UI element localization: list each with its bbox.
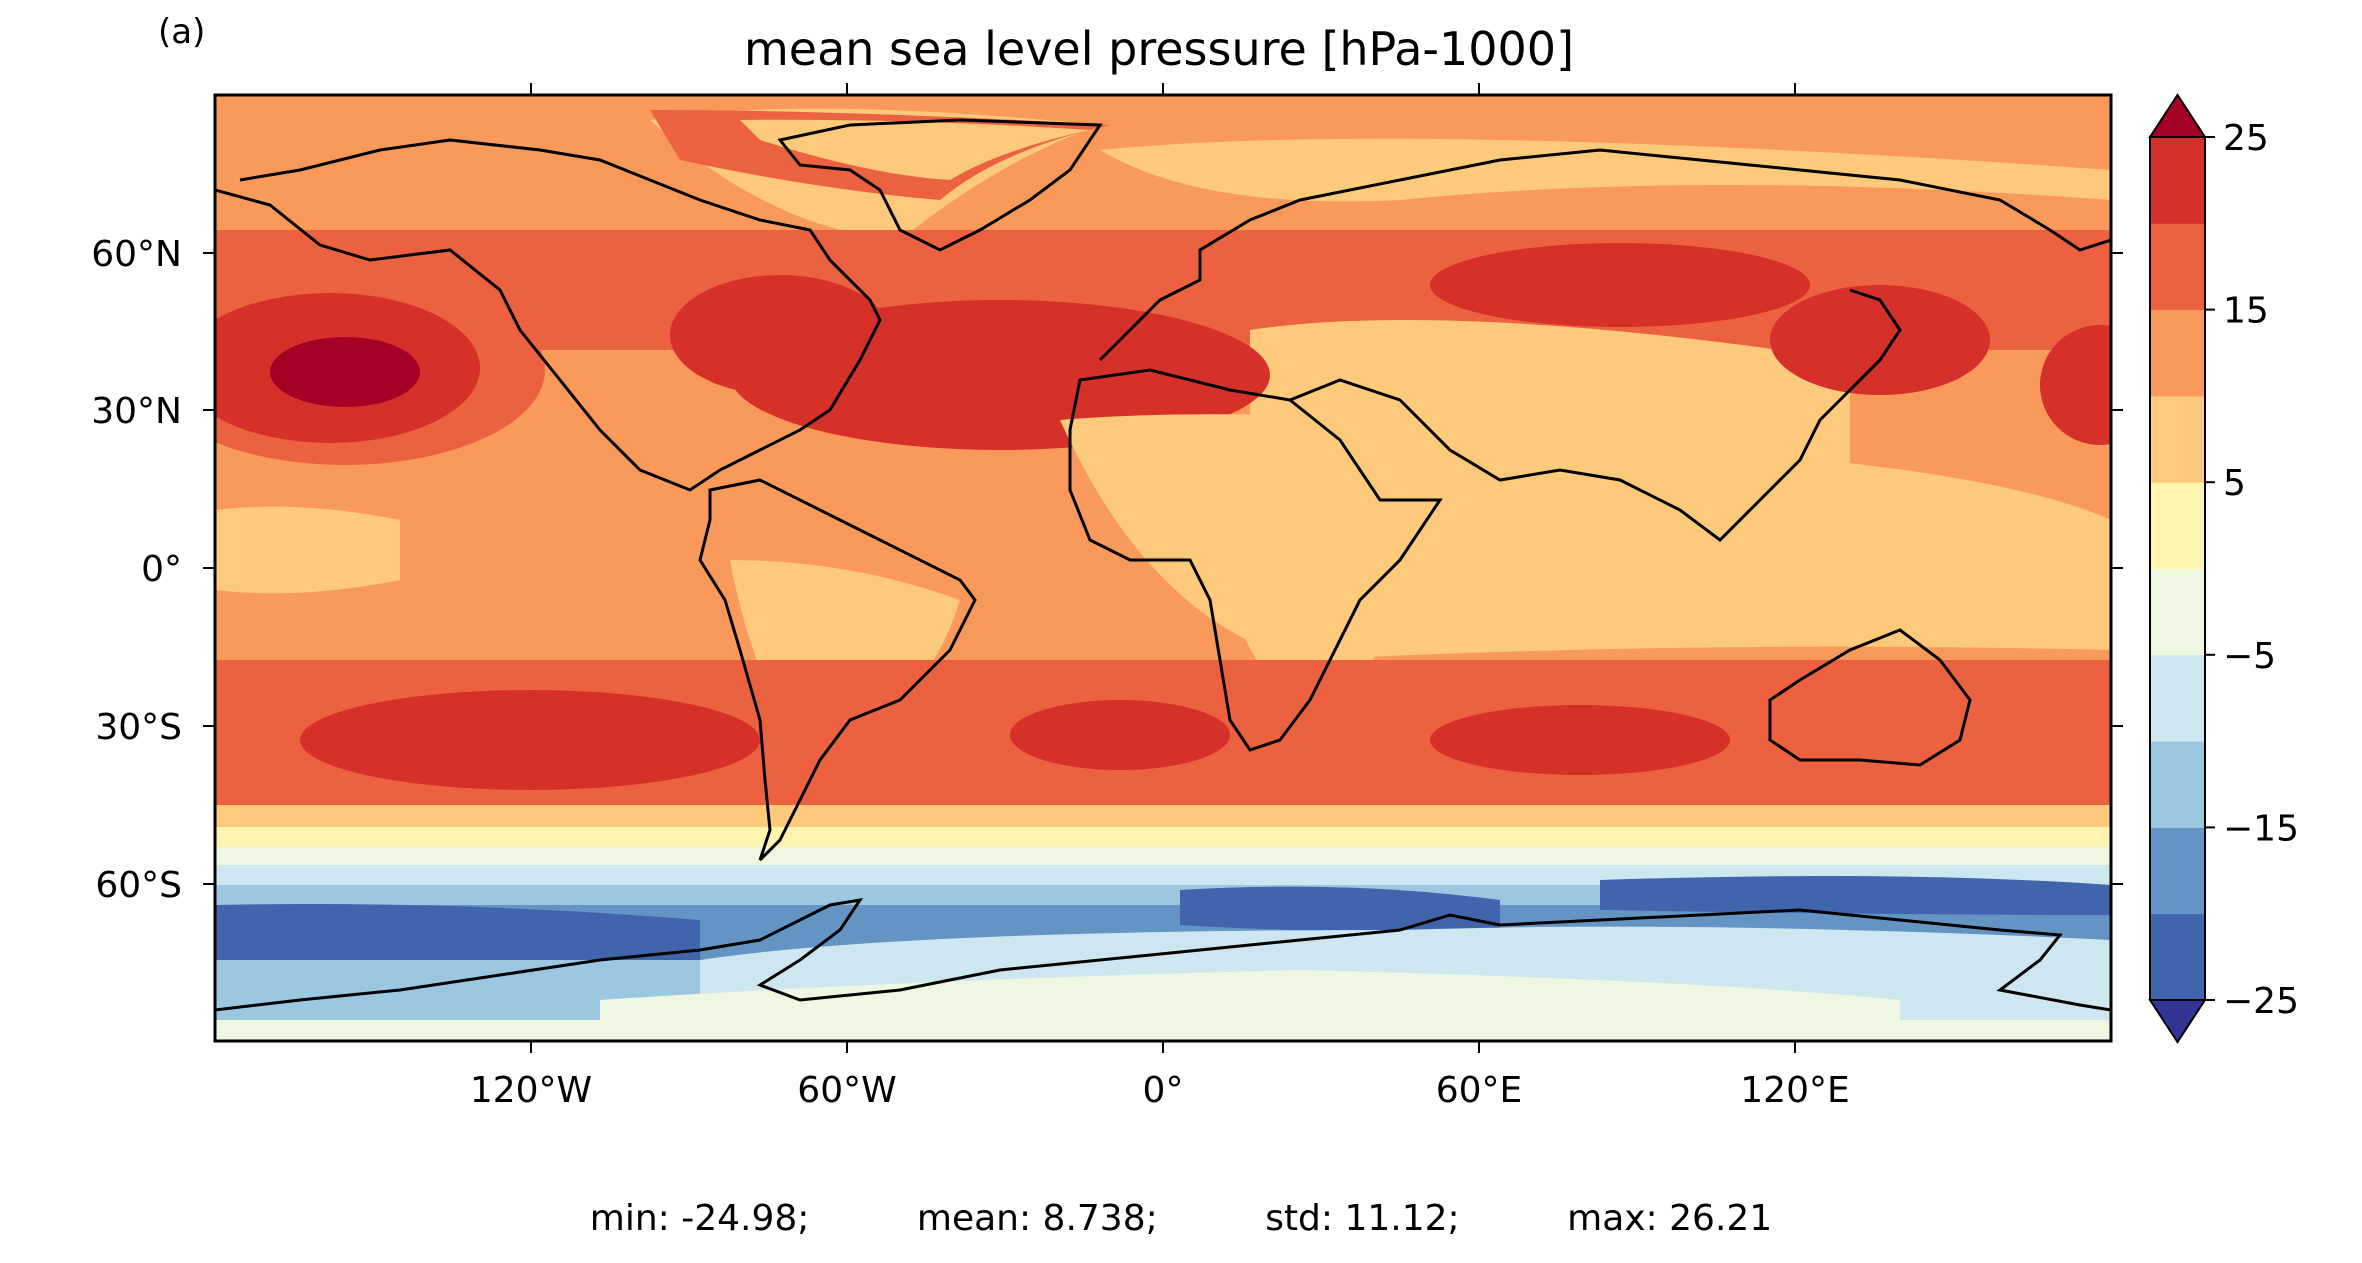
colorbar-tick-label: 15: [2223, 291, 2269, 332]
stat-min: min: -24.98;: [589, 1198, 810, 1239]
colorbar-tick-label: −25: [2223, 981, 2299, 1022]
lon-tick-120w: 120°W: [470, 1070, 592, 1111]
latitude-axis: [203, 252, 2123, 885]
colorbar-tick-label: −5: [2223, 636, 2276, 677]
colorbar-extend-min: [2148, 999, 2207, 1044]
colorbar-segment: [2150, 223, 2205, 311]
lon-tick-60e: 60°E: [1436, 1070, 1523, 1111]
colorbar-segment: [2150, 741, 2205, 828]
colorbar-outline: [2149, 136, 2206, 1001]
colorbar-tick-label: 25: [2223, 118, 2269, 159]
colorbar-segment: [2150, 913, 2205, 1001]
coastlines: [215, 118, 2111, 1012]
longitude-axis: [530, 83, 1796, 1053]
colorbar-segment: [2150, 395, 2205, 483]
stat-max: max: 26.21: [1567, 1198, 1773, 1239]
colorbar: 25 15 5 −5 −15 −25: [2148, 93, 2299, 1044]
panel-label: (a): [158, 12, 206, 52]
pressure-field: [215, 95, 2111, 1041]
statistics-line: min: -24.98; mean: 8.738; std: 11.12; ma…: [0, 1198, 2362, 1239]
colorbar-tick-label: −15: [2223, 808, 2299, 849]
colorbar-tick-label: 5: [2223, 463, 2246, 504]
colorbar-segment: [2150, 309, 2205, 397]
stat-std: std: 11.12;: [1265, 1198, 1460, 1239]
lon-tick-60w: 60°W: [797, 1070, 896, 1111]
lon-tick-120e: 120°E: [1740, 1070, 1849, 1111]
map-title: mean sea level pressure [hPa-1000]: [743, 22, 1575, 76]
lat-tick-0: 0°: [141, 549, 182, 590]
lon-tick-0: 0°: [1143, 1070, 1184, 1111]
lat-tick-60s: 60°S: [95, 865, 182, 906]
colorbar-segment: [2150, 137, 2205, 224]
colorbar-segment: [2150, 827, 2205, 915]
stat-mean: mean: 8.738;: [916, 1198, 1158, 1239]
colorbar-segment: [2150, 568, 2205, 656]
lat-tick-30s: 30°S: [95, 707, 182, 748]
colorbar-segment: [2150, 482, 2205, 569]
colorbar-extend-max: [2148, 93, 2207, 138]
lat-tick-30n: 30°N: [91, 391, 182, 432]
colorbar-segment: [2150, 654, 2205, 742]
lat-tick-60n: 60°N: [91, 234, 182, 275]
